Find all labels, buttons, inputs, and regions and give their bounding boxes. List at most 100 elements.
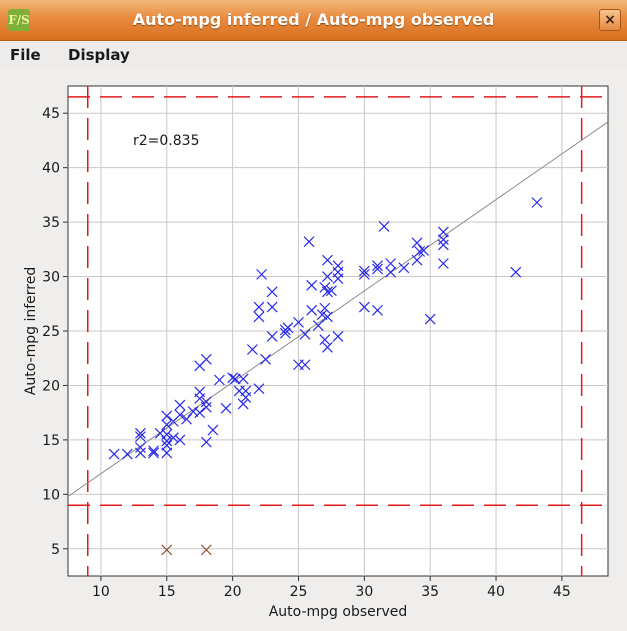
point-stroke [135,447,146,459]
data-point [385,258,397,269]
data-point [266,301,278,313]
data-point [161,447,173,459]
point-stroke [200,353,212,365]
data-point [200,401,212,413]
point-stroke [161,447,173,459]
point-stroke [306,279,318,291]
point-stroke [319,334,331,346]
point-stroke [200,401,212,413]
data-point [411,254,423,266]
data-point [332,331,344,342]
point-stroke [319,302,331,314]
point-stroke [411,237,423,249]
point-stroke [322,286,333,298]
y-tick-label: 35 [42,215,60,231]
data-point [299,328,311,340]
data-point [372,260,383,272]
data-point [161,429,173,440]
x-tick-label: 25 [290,584,308,600]
y-tick-label: 25 [42,324,60,340]
point-stroke [378,221,390,232]
window-title: Auto-mpg inferred / Auto-mpg observed [132,10,495,29]
menu-file[interactable]: File [10,46,41,64]
point-stroke [385,266,397,278]
data-point [200,353,212,365]
data-point [303,236,315,248]
point-stroke [148,445,160,457]
data-point [322,254,333,266]
point-stroke [372,260,383,272]
data-point [279,327,291,339]
data-point [229,373,241,385]
point-stroke [303,236,315,248]
app-logo-icon: F/S [8,9,30,31]
tick-labels: 10 15 20 25 30 35 40 45 5 10 15 20 25 30 35 40 45 [42,106,571,600]
point-stroke [418,244,430,256]
point-stroke [266,301,278,313]
point-stroke [237,398,249,410]
point-stroke [181,413,192,425]
scatter-chart: 10 15 20 25 30 35 40 45 5 10 15 20 25 30 35 40 45 r2=0.8… [23,85,609,620]
data-point [414,246,426,257]
data-point [293,316,304,328]
point-stroke [322,254,333,266]
point-stroke [398,262,410,274]
data-point [174,399,186,411]
data-point [358,268,370,280]
data-point [194,407,206,419]
close-button[interactable]: × [599,9,621,31]
point-stroke [306,304,318,316]
data-point [200,396,212,408]
x-tick-label: 45 [553,584,571,600]
point-stroke [266,286,278,298]
data-point [424,313,436,325]
data-point [332,260,344,272]
data-point [108,448,120,460]
title-bar[interactable]: F/S Auto-mpg inferred / Auto-mpg observe… [0,0,627,41]
plot-panel: 10 15 20 25 30 35 40 45 5 10 15 20 25 30 35 40 45 r2=0.8… [0,69,627,631]
data-point [260,353,271,365]
x-tick-label: 40 [487,584,505,600]
menu-display[interactable]: Display [68,46,130,64]
data-point [322,341,333,353]
data-point [135,442,146,453]
point-stroke [266,331,278,342]
data-point [161,439,173,451]
data-point [200,436,212,448]
point-stroke [312,320,324,331]
data-point [148,445,160,457]
data-point [266,331,278,342]
data-point [282,322,294,334]
data-point [167,432,179,444]
fit-line [67,121,609,497]
grid [68,86,608,576]
data-point [437,234,449,245]
data-point [161,419,173,431]
data-point [306,304,318,316]
data-point [240,385,252,397]
data-point [322,311,333,323]
x-tick-label: 30 [355,584,373,600]
outlier-point [161,544,173,556]
point-stroke [253,383,265,395]
data-point [256,268,268,280]
point-stroke [253,301,265,313]
data-point [194,386,206,398]
y-axis-label: Auto-mpg inferred [23,267,39,395]
x-tick-label: 35 [421,584,439,600]
data-point [411,237,423,249]
x-tick-label: 15 [158,584,176,600]
data-point [174,409,186,421]
point-stroke [424,313,436,325]
point-stroke [161,419,173,431]
point-stroke [207,424,219,436]
data-point [437,258,449,269]
data-point [121,448,133,460]
point-stroke [325,285,337,297]
y-tick-label: 5 [51,542,60,558]
data-point [306,279,318,291]
point-stroke [187,406,199,418]
data-point [227,372,239,384]
point-stroke [385,258,397,269]
